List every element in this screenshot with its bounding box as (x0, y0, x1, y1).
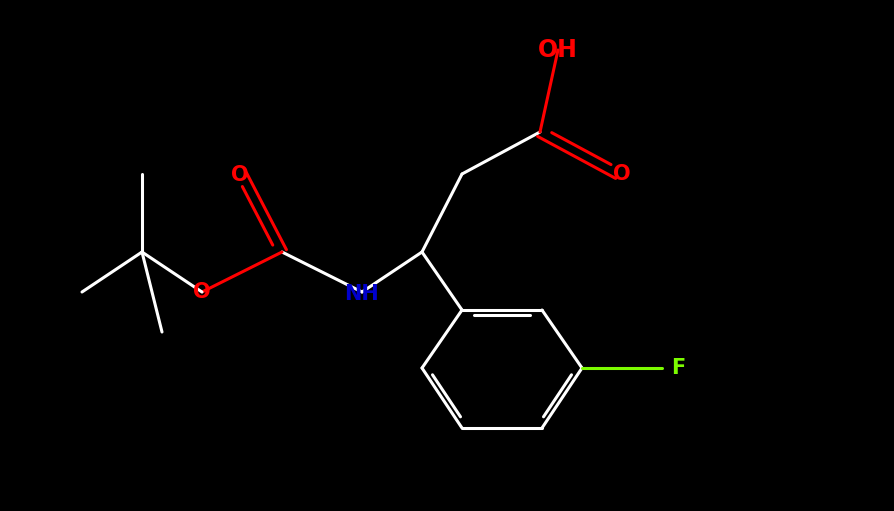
Text: NH: NH (344, 284, 379, 304)
Text: O: O (193, 282, 211, 302)
Text: OH: OH (537, 38, 578, 62)
Text: F: F (670, 358, 685, 378)
Text: O: O (231, 165, 249, 185)
Text: O: O (612, 164, 630, 184)
